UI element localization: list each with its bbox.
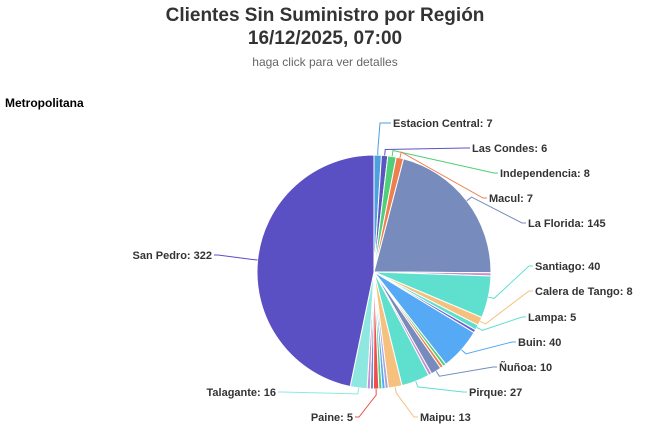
data-label: Independencia: 8 [500,168,590,180]
data-label: Lampa: 5 [528,312,576,324]
data-label: Calera de Tango: 8 [535,286,633,298]
data-label: Santiago: 40 [535,261,600,273]
chart-title: Clientes Sin Suministro por Región 16/12… [0,4,650,50]
connector-line [415,381,467,393]
chart-title-line1: Clientes Sin Suministro por Región [165,5,485,26]
connector-line [399,151,487,199]
data-label: Las Condes: 6 [472,143,547,155]
connector-line [214,254,258,261]
pie-slices [256,154,492,390]
connector-line [377,122,391,156]
connector-line [488,265,533,299]
data-label: Talagante: 16 [207,387,277,399]
connector-line [466,196,526,224]
connector-line [476,316,526,331]
data-label: San Pedro: 322 [133,250,212,262]
connector-line [435,366,497,377]
data-label: Paine: 5 [311,412,353,424]
chart-subtitle: haga click para ver detalles [252,55,398,69]
pie-labels: Estacion Central: 7 Las Condes: 6 Independ… [133,118,633,424]
data-label: Buin: 40 [518,337,561,349]
connector-line [278,387,360,395]
connector-line [384,147,470,156]
connector-line [479,290,533,325]
connector-line [355,388,377,418]
connector-line [461,341,516,355]
data-label: Estacion Central: 7 [393,118,493,130]
data-label: Pirque: 27 [469,387,522,399]
connector-line [391,149,498,174]
pie-slice-san-pedro[interactable] [256,154,375,388]
connector-line [394,387,418,418]
data-label: Ñuñoa: 10 [499,361,552,374]
data-label: La Florida: 145 [528,218,606,230]
data-label: Maipu: 13 [420,412,471,424]
data-label: Macul: 7 [489,193,533,205]
region-label: Metropolitana [5,96,84,110]
chart-title-line2: 16/12/2025, 07:00 [247,28,403,49]
